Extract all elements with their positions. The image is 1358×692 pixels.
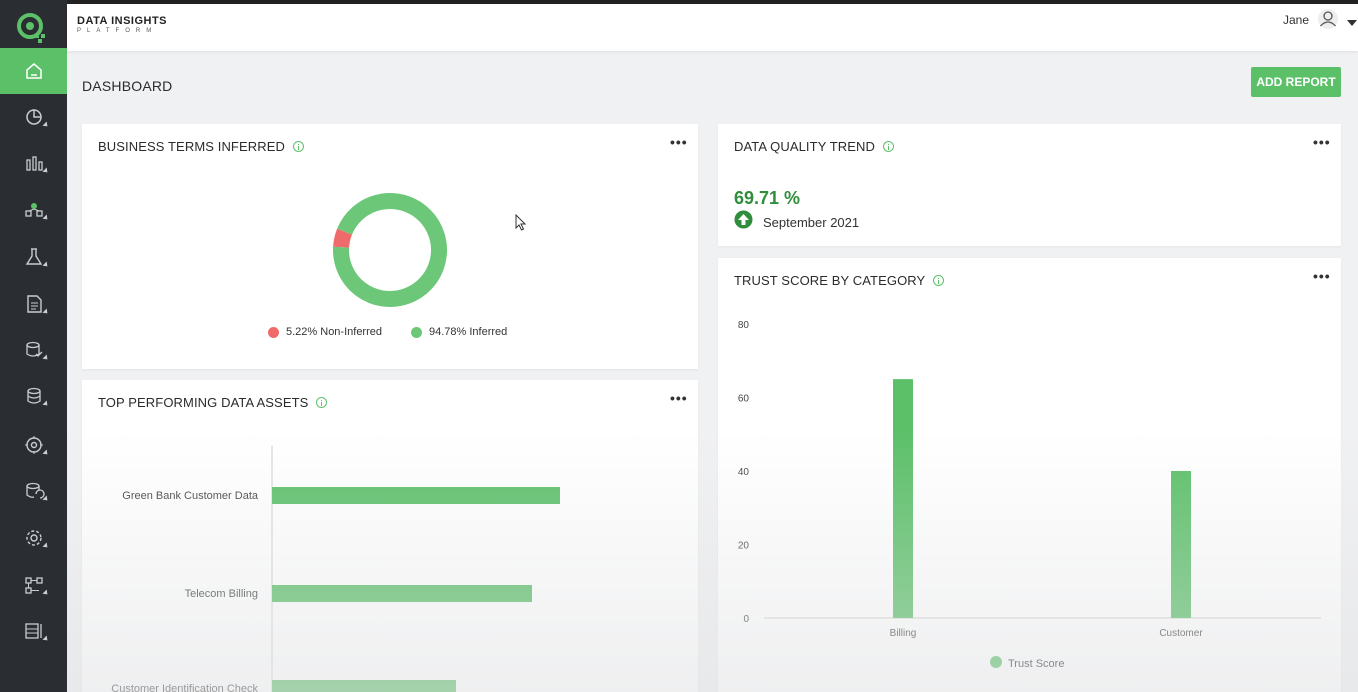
business-terms-title: BUSINESS TERMS INFERRED	[98, 139, 304, 154]
business-terms-donut-chart	[333, 193, 447, 307]
sidebar-item-settings[interactable]	[0, 515, 67, 561]
y-tick-label: 40	[738, 467, 750, 478]
target-icon	[24, 436, 43, 454]
top-assets-title-text: TOP PERFORMING DATA ASSETS	[98, 395, 309, 410]
sidebar-item-database[interactable]	[0, 373, 67, 419]
data-quality-title: DATA QUALITY TREND	[734, 139, 894, 154]
flask-icon	[25, 248, 42, 265]
data-quality-more-button[interactable]: •••	[1313, 134, 1331, 150]
brand-subtitle: PLATFORM	[77, 28, 158, 34]
legend-dot-trust-score	[990, 656, 1002, 668]
top-assets-card: TOP PERFORMING DATA ASSETS ••• Green Ban…	[82, 380, 698, 692]
mouse-cursor-icon	[515, 214, 527, 231]
sidebar-item-reports[interactable]	[0, 140, 67, 186]
gear-icon	[25, 530, 42, 546]
y-tick-label: 20	[738, 541, 750, 552]
sidebar-item-lab[interactable]	[0, 234, 67, 280]
trust-score-title-text: TRUST SCORE BY CATEGORY	[734, 273, 926, 288]
category-label: Green Bank Customer Data	[122, 490, 259, 502]
donut-slice-inferred[interactable]	[333, 193, 447, 307]
y-tick-label: 60	[738, 394, 750, 405]
sidebar-item-home[interactable]	[0, 48, 67, 94]
arrow-up-circle-icon	[734, 210, 753, 229]
top-assets-title: TOP PERFORMING DATA ASSETS	[98, 395, 328, 410]
sidebar-item-workflow[interactable]	[0, 562, 67, 608]
list-icon	[24, 623, 42, 639]
x-tick-label: Billing	[890, 628, 917, 639]
business-terms-card: BUSINESS TERMS INFERRED ••• 5.22% Non-In…	[82, 124, 698, 369]
x-tick-label: Customer	[1159, 628, 1203, 639]
database-icon	[26, 387, 41, 404]
data-network-icon	[24, 203, 43, 217]
info-icon[interactable]	[316, 397, 328, 408]
legend-inferred: 94.78% Inferred	[411, 326, 507, 338]
info-icon[interactable]	[292, 141, 304, 152]
data-quality-date: September 2021	[763, 215, 860, 230]
database-sync-icon	[25, 482, 45, 499]
legend-label-non-inferred: 5.22% Non-Inferred	[286, 326, 382, 338]
sidebar-item-documents[interactable]	[0, 281, 67, 327]
logo-icon	[17, 13, 45, 43]
donut-slice-non-inferred[interactable]	[333, 228, 353, 248]
sidebar-item-analytics[interactable]	[0, 94, 67, 140]
workflow-icon	[24, 577, 43, 594]
legend-dot-non-inferred	[268, 326, 279, 338]
data-quality-value: 69.71 %	[734, 188, 801, 208]
home-icon	[25, 63, 42, 79]
sidebar	[0, 0, 67, 692]
top-assets-more-button[interactable]: •••	[670, 390, 688, 406]
y-tick-label: 80	[738, 320, 750, 331]
data-quality-title-text: DATA QUALITY TREND	[734, 139, 875, 154]
database-check-icon	[25, 341, 42, 357]
business-terms-more-button[interactable]: •••	[670, 134, 688, 150]
top-assets-bar-chart: Green Bank Customer Data Telecom Billing C…	[111, 446, 560, 692]
bar-green-bank-customer-data[interactable]	[272, 487, 560, 504]
top-header: DATA INSIGHTS PLATFORM Jane	[67, 4, 1358, 51]
user-avatar-icon[interactable]	[1317, 8, 1339, 30]
bar-billing[interactable]	[893, 379, 913, 618]
trust-score-more-button[interactable]: •••	[1313, 268, 1331, 284]
page-title: DASHBOARD	[82, 78, 173, 94]
info-icon[interactable]	[882, 141, 894, 152]
category-label: Customer Identification Check	[111, 683, 258, 692]
bar-telecom-billing[interactable]	[272, 585, 532, 602]
sidebar-item-list[interactable]	[0, 608, 67, 654]
data-quality-card: DATA QUALITY TREND ••• 69.71 % September…	[718, 124, 1341, 246]
y-tick-label: 0	[743, 614, 749, 625]
sidebar-item-network[interactable]	[0, 187, 67, 233]
trust-score-title: TRUST SCORE BY CATEGORY	[734, 273, 945, 288]
business-terms-title-text: BUSINESS TERMS INFERRED	[98, 139, 285, 154]
pie-chart-icon	[25, 109, 42, 125]
trust-score-card: TRUST SCORE BY CATEGORY ••• 0 20 40 60 80 Bil…	[718, 258, 1341, 692]
info-icon[interactable]	[933, 275, 945, 286]
legend-dot-inferred	[411, 326, 422, 338]
document-icon	[26, 295, 42, 313]
legend-label-inferred: 94.78% Inferred	[429, 326, 508, 338]
legend-non-inferred: 5.22% Non-Inferred	[268, 326, 382, 338]
trust-score-bar-chart: 0 20 40 60 80 Billing Customer Trust Score	[738, 320, 1321, 670]
brand-title: DATA INSIGHTS	[77, 15, 168, 27]
user-menu-caret-icon[interactable]	[1347, 20, 1357, 26]
bar-customer[interactable]	[1171, 471, 1191, 618]
category-label: Telecom Billing	[185, 588, 258, 600]
window-top-strip	[0, 0, 1358, 4]
bar-chart-icon	[25, 156, 43, 171]
sidebar-item-data-check[interactable]	[0, 327, 67, 373]
bar-customer-identification-check[interactable]	[272, 680, 456, 692]
sidebar-item-targets[interactable]	[0, 422, 67, 468]
add-report-button[interactable]: ADD REPORT	[1251, 67, 1341, 97]
legend-label-trust-score: Trust Score	[1008, 658, 1064, 670]
sidebar-item-sync[interactable]	[0, 468, 67, 514]
user-name[interactable]: Jane	[1283, 13, 1310, 27]
